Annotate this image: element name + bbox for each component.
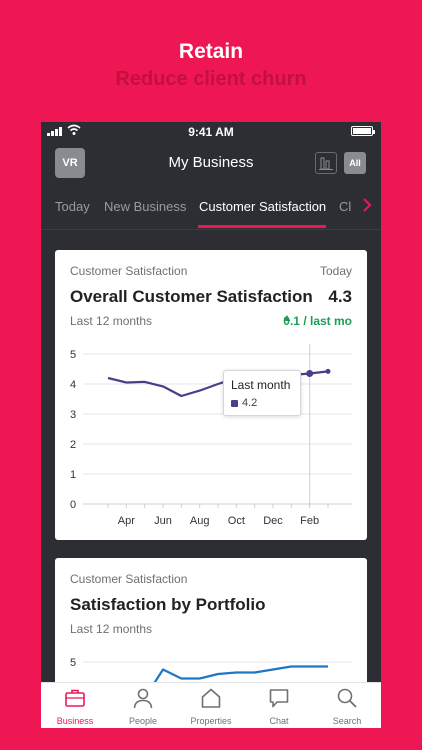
card-range: Last 12 months: [70, 622, 153, 636]
card-delta-value: 0.1 / last mo: [283, 314, 352, 328]
card-score: 4.3: [328, 287, 352, 306]
tooltip-value: 4.2: [242, 397, 258, 409]
promo-subtitle: Reduce client churn: [115, 68, 307, 90]
nav-business[interactable]: Business: [41, 683, 109, 728]
promo-title: Retain: [178, 40, 244, 63]
y-tick-label: 1: [70, 469, 76, 481]
card-category: Customer Satisfaction: [70, 264, 188, 278]
overall-satisfaction-card[interactable]: Customer Satisfaction Today Overall Cust…: [55, 250, 367, 540]
card-period: Today: [319, 264, 352, 278]
bottom-nav: Business People Properties Chat Search: [41, 682, 381, 728]
avatar[interactable]: VR: [55, 148, 85, 178]
filter-all-button[interactable]: All: [344, 152, 366, 174]
tabs-next-button[interactable]: [353, 190, 381, 220]
y-tick-label: 3: [70, 409, 76, 421]
chevron-right-icon: [363, 198, 372, 212]
x-tick-label: Apr: [118, 515, 135, 527]
y-tick-label: 4: [70, 379, 76, 391]
tab-customer-satisfaction[interactable]: Customer Satisfaction: [199, 199, 327, 214]
house-icon: [201, 688, 221, 708]
data-point: [325, 368, 331, 374]
satisfaction-line-chart[interactable]: 0 1 2 3 4 5 Apr Jun Aug Oct Dec Feb: [55, 250, 367, 540]
nav-search[interactable]: Search: [313, 683, 381, 728]
card-delta: 0.1 / last mo: [283, 314, 352, 328]
tooltip-swatch: [231, 400, 238, 407]
bar-chart-icon: [319, 157, 333, 170]
x-tick-label: Dec: [263, 515, 283, 527]
triangle-up-icon: [283, 315, 291, 321]
y-tick-label: 0: [70, 499, 76, 511]
chat-bubble-icon: [269, 689, 289, 708]
page-title: My Business: [168, 154, 254, 171]
nav-label: Properties: [190, 716, 232, 726]
tab-bar: Today New Business Customer Satisfaction…: [41, 182, 381, 230]
person-icon: [133, 688, 153, 709]
active-tab-indicator: [198, 225, 326, 228]
x-tick-label: Feb: [300, 515, 319, 527]
signal-icon: [47, 127, 62, 136]
chart-tooltip: Last month 4.2: [223, 370, 301, 416]
chart-view-button[interactable]: [315, 152, 337, 174]
x-tick-label: Jun: [154, 515, 172, 527]
y-tick-label: 2: [70, 439, 76, 451]
highlight-point: [306, 370, 314, 377]
search-icon: [337, 688, 357, 708]
app-header: VR My Business All: [41, 146, 381, 182]
x-tick-label: Oct: [228, 515, 245, 527]
tab-today[interactable]: Today: [55, 199, 90, 214]
phone-screen: 9:41 AM VR My Business All Today New Bus…: [41, 122, 381, 728]
briefcase-icon: [65, 689, 85, 707]
card-title: Satisfaction by Portfolio: [70, 595, 266, 614]
nav-label: Chat: [269, 716, 289, 726]
x-tick-label: Aug: [190, 515, 210, 527]
card-title: Overall Customer Satisfaction: [70, 287, 313, 306]
status-bar: 9:41 AM: [41, 122, 381, 142]
wifi-icon: [67, 124, 81, 135]
nav-properties[interactable]: Properties: [177, 683, 245, 728]
card-category: Customer Satisfaction: [70, 572, 188, 586]
tab-new-business[interactable]: New Business: [104, 199, 187, 214]
y-tick-label: 5: [70, 349, 76, 361]
y-tick-label: 5: [70, 657, 76, 669]
nav-chat[interactable]: Chat: [245, 683, 313, 728]
nav-label: Business: [56, 716, 94, 726]
nav-label: People: [128, 716, 158, 726]
card-range: Last 12 months: [70, 314, 153, 328]
status-time: 9:41 AM: [188, 125, 234, 139]
nav-people[interactable]: People: [109, 683, 177, 728]
tooltip-title: Last month: [231, 378, 291, 392]
battery-icon: [351, 126, 375, 136]
nav-label: Search: [332, 716, 362, 726]
tab-partial[interactable]: Cl: [339, 199, 352, 214]
